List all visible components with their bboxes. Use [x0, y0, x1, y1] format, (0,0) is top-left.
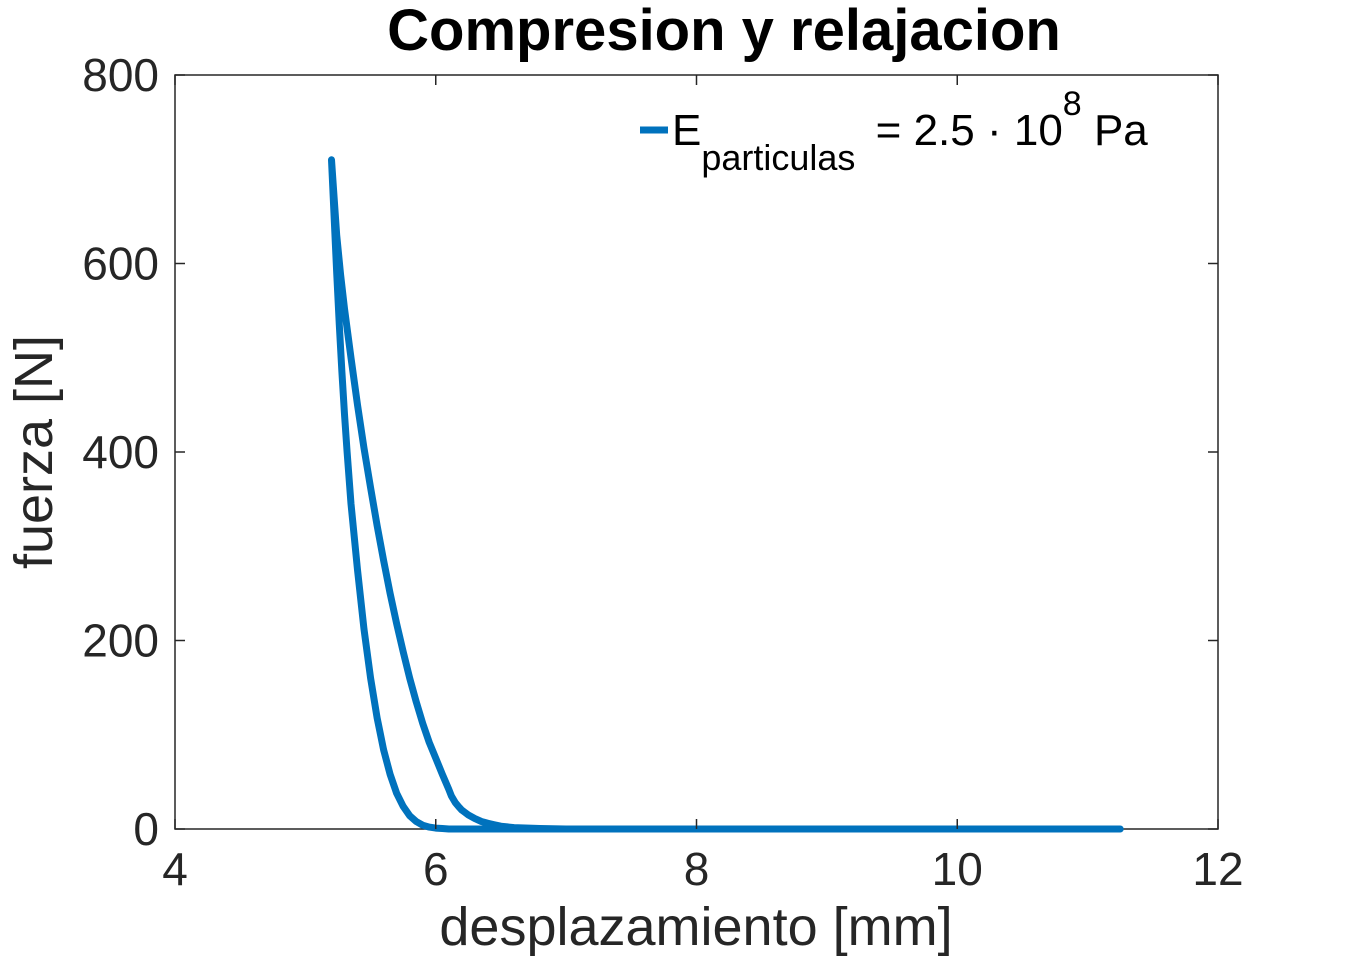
x-tick-label: 12 [1192, 843, 1243, 895]
axis-ticks [174, 74, 1219, 830]
x-tick-label: 6 [423, 843, 449, 895]
x-tick-label: 8 [684, 843, 710, 895]
chart-title: Compresion y relajacion [387, 0, 1061, 63]
y-tick-label: 800 [82, 49, 159, 101]
y-tick-label: 200 [82, 615, 159, 667]
legend: Eparticulas = 2.5 · 108 Pa [640, 85, 1148, 178]
legend-entry-label: Eparticulas = 2.5 · 108 Pa [672, 85, 1148, 178]
legend-superscript: 8 [1063, 85, 1082, 123]
y-tick-label: 600 [82, 238, 159, 290]
x-axis-label: desplazamiento [mm] [439, 897, 952, 957]
legend-middle: = 2.5 · 10 [863, 106, 1062, 155]
x-tick-label: 10 [932, 843, 983, 895]
x-tick-label: 4 [162, 843, 188, 895]
series-line-0 [328, 156, 1124, 833]
axis-tick-labels: 4 6 8 10 12 0 200 400 600 800 [82, 49, 1243, 895]
y-axis-label: fuerza [N] [4, 335, 64, 569]
legend-subscript: particulas [701, 137, 855, 178]
y-tick-label: 0 [133, 803, 159, 855]
y-tick-label: 400 [82, 426, 159, 478]
legend-unit: Pa [1082, 106, 1149, 155]
legend-base: E [672, 106, 701, 155]
